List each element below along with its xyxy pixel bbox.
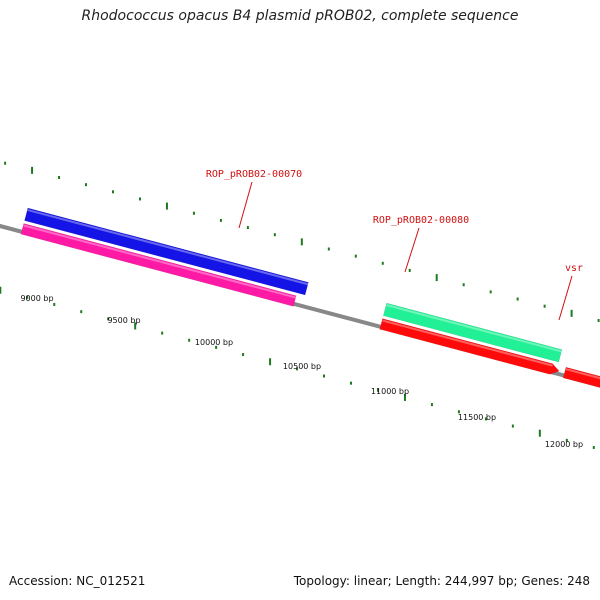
bp-scale-label: 10000 bp xyxy=(195,338,233,347)
feature-highlight xyxy=(27,209,309,286)
feature-track xyxy=(20,207,600,438)
accession-text: Accession: NC_012521 xyxy=(9,574,146,588)
gene-label[interactable]: vsr xyxy=(565,263,583,274)
gene-label[interactable]: ROP_pROB02-00070 xyxy=(206,169,302,180)
bp-scale-labels: 9000 bp 9500 bp 10000 bp 10500 bp 11000 bp 11… xyxy=(20,294,583,449)
bp-scale-label: 11500 bp xyxy=(458,413,496,422)
gene-feature-red[interactable] xyxy=(379,318,560,375)
feature-highlight xyxy=(382,319,553,367)
gene-feature-red[interactable] xyxy=(562,366,600,438)
bp-scale-label: 9500 bp xyxy=(107,316,140,325)
gene-feature-teal[interactable] xyxy=(383,302,563,363)
gene-label-leader xyxy=(558,275,573,321)
gene-feature-magenta[interactable] xyxy=(20,223,297,307)
bp-scale-label: 9000 bp xyxy=(20,294,53,303)
bp-scale-label: 12000 bp xyxy=(545,440,583,449)
gene-label[interactable]: ROP_pROB02-00080 xyxy=(373,215,469,226)
map-title: Rhodococcus opacus B4 plasmid pROB02, co… xyxy=(81,8,519,24)
outer-tick-track xyxy=(4,161,600,322)
bp-scale-label: 10500 bp xyxy=(283,362,321,371)
feature-highlight xyxy=(23,224,297,299)
gene-feature-blue[interactable] xyxy=(24,207,309,296)
gene-label-leader xyxy=(238,181,253,229)
feature-highlight xyxy=(386,304,563,353)
bp-scale-label: 11000 bp xyxy=(371,387,409,396)
inner-tick-track xyxy=(0,286,595,449)
topology-summary: Topology: linear; Length: 244,997 bp; Ge… xyxy=(293,574,590,588)
gene-label-leader xyxy=(404,227,420,273)
